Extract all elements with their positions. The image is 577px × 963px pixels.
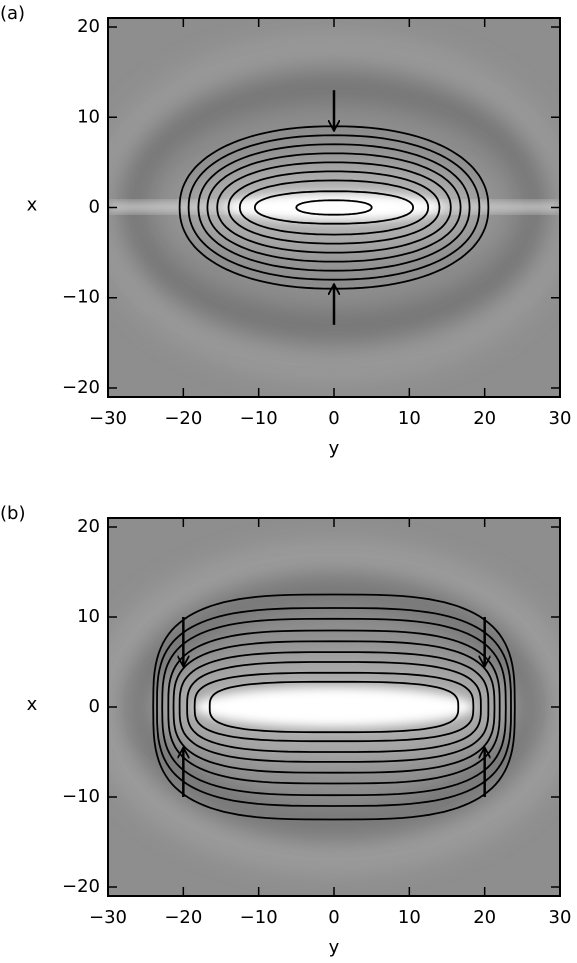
contour xyxy=(161,617,507,797)
contour xyxy=(172,640,496,774)
x-axis-label: y xyxy=(329,937,340,958)
y-tick-label: 20 xyxy=(77,16,100,37)
x-tick-label: −30 xyxy=(89,907,127,928)
contour xyxy=(227,170,441,245)
y-axis-label: x xyxy=(27,694,38,715)
x-tick-label: −20 xyxy=(164,408,202,429)
contour xyxy=(197,143,471,272)
y-axis-label: x xyxy=(27,195,38,216)
contour xyxy=(187,134,481,281)
contour xyxy=(193,671,475,743)
y-tick-label: 10 xyxy=(77,106,100,127)
y-tick-label: −10 xyxy=(62,287,100,308)
contour xyxy=(206,152,462,263)
y-tick-label: −20 xyxy=(62,377,100,398)
x-tick-label: 10 xyxy=(398,907,421,928)
background-a xyxy=(108,18,560,397)
contour xyxy=(238,179,430,236)
y-tick-label: 10 xyxy=(77,606,100,627)
x-tick-label: 30 xyxy=(549,408,572,429)
x-tick-label: 20 xyxy=(473,408,496,429)
x-tick-label: 0 xyxy=(328,408,339,429)
contour xyxy=(208,680,460,734)
x-axis-label: y xyxy=(329,438,340,459)
x-tick-label: −10 xyxy=(240,408,278,429)
contour xyxy=(295,199,373,216)
contour xyxy=(156,607,512,807)
x-tick-label: 0 xyxy=(328,907,339,928)
contour xyxy=(178,125,490,290)
contour xyxy=(253,190,415,225)
y-tick-label: 0 xyxy=(89,197,100,218)
x-tick-label: −30 xyxy=(89,408,127,429)
y-tick-label: −20 xyxy=(62,876,100,897)
x-tick-label: 10 xyxy=(398,408,421,429)
y-tick-label: 0 xyxy=(89,696,100,717)
panel-label: (b) xyxy=(0,503,25,524)
contour xyxy=(216,161,452,254)
contour xyxy=(178,651,490,763)
panel-label: (a) xyxy=(0,3,25,24)
y-tick-label: −10 xyxy=(62,786,100,807)
contour xyxy=(167,629,501,785)
x-tick-label: 30 xyxy=(549,907,572,928)
x-tick-label: −20 xyxy=(164,907,202,928)
x-tick-label: −10 xyxy=(240,907,278,928)
contour xyxy=(186,661,482,753)
contour xyxy=(152,593,516,821)
y-tick-label: 20 xyxy=(77,516,100,537)
x-tick-label: 20 xyxy=(473,907,496,928)
background-b xyxy=(108,518,560,896)
